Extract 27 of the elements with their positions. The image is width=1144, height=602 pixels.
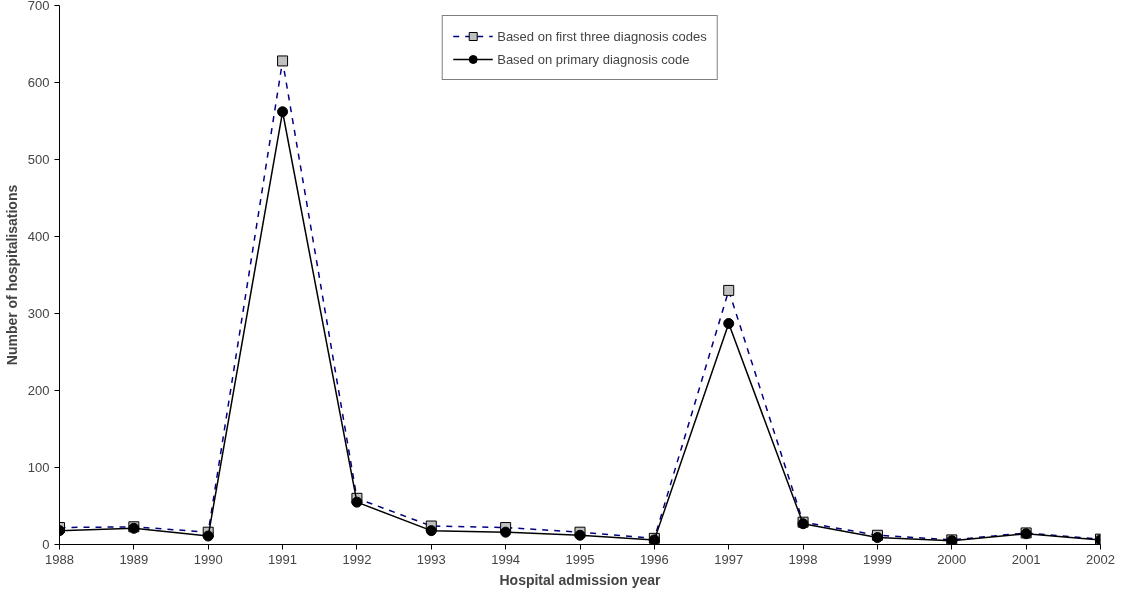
x-tick-label: 1989 <box>119 551 149 567</box>
x-tick-label: 2001 <box>1011 551 1041 567</box>
x-tick-label: 1999 <box>862 551 892 567</box>
y-tick-label: 200 <box>27 383 50 398</box>
x-tick-label: 1988 <box>45 551 74 567</box>
x-tick-label: 1996 <box>639 551 669 567</box>
x-tick-label: 1993 <box>416 551 446 567</box>
legend-label: Based on primary diagnosis code <box>497 51 690 67</box>
x-tick-label: 2002 <box>1086 551 1115 567</box>
x-axis-title: Hospital admission year <box>499 571 662 588</box>
y-tick-label: 0 <box>42 537 50 552</box>
y-tick-label: 500 <box>27 152 50 167</box>
y-tick-label: 300 <box>27 306 50 321</box>
y-tick-label: 700 <box>27 0 50 13</box>
x-tick-label: 1995 <box>565 551 595 567</box>
y-axis-title: Number of hospitalisations <box>3 184 20 366</box>
x-tick-label: 1997 <box>714 551 744 567</box>
x-tick-label: 1991 <box>268 551 298 567</box>
x-tick-label: 1990 <box>193 551 223 567</box>
legend-label: Based on first three diagnosis codes <box>497 28 707 44</box>
x-tick-label: 1992 <box>342 551 372 567</box>
y-tick-label: 600 <box>27 75 50 90</box>
x-tick-label: 1994 <box>491 551 521 567</box>
y-tick-label: 400 <box>27 229 50 244</box>
y-tick-label: 100 <box>27 460 50 475</box>
x-tick-label: 2000 <box>937 551 967 567</box>
x-tick-label: 1998 <box>788 551 818 567</box>
